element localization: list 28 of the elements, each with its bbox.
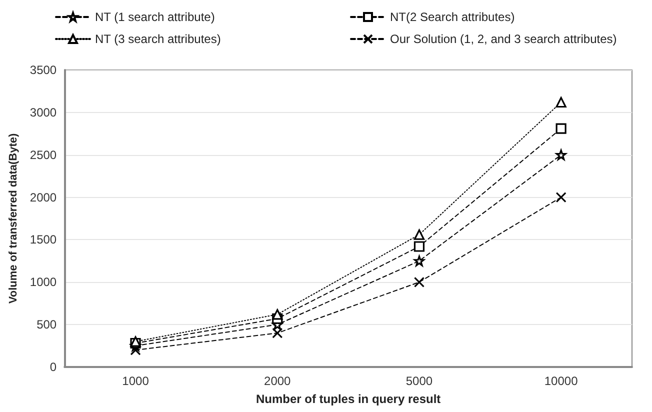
x-axis-title: Number of tuples in query result — [256, 392, 441, 406]
point — [556, 96, 566, 108]
point — [414, 276, 425, 288]
point — [414, 241, 425, 252]
y-tick-label: 0 — [50, 360, 57, 374]
y-tick-label: 1000 — [30, 275, 57, 290]
legend-label: NT (3 search attributes) — [95, 32, 221, 46]
point — [556, 123, 566, 134]
y-tick-label: 2500 — [30, 148, 57, 162]
point — [556, 150, 566, 160]
point — [414, 229, 425, 240]
legend-label: NT(2 Search attributes) — [390, 10, 515, 24]
x-tick-label: 1000 — [122, 374, 150, 388]
legend-label: NT (1 search attribute) — [95, 10, 215, 24]
legend-label: Our Solution (1, 2, and 3 search attributes) — [390, 32, 617, 46]
y-tick-label: 3500 — [30, 63, 57, 77]
point — [556, 192, 566, 203]
x-tick-label: 10000 — [544, 374, 578, 388]
y-axis-title: Volume of transferred data(Byte) — [8, 133, 20, 304]
x-tick-label: 5000 — [406, 374, 433, 388]
y-tick-label: 2000 — [30, 190, 57, 204]
y-tick-label: 3000 — [30, 105, 57, 120]
point — [272, 309, 283, 320]
x-tick-label: 2000 — [264, 374, 292, 388]
point — [272, 328, 283, 338]
y-tick-label: 1500 — [30, 232, 57, 247]
y-tick-label: 500 — [36, 318, 57, 332]
point — [414, 256, 425, 266]
